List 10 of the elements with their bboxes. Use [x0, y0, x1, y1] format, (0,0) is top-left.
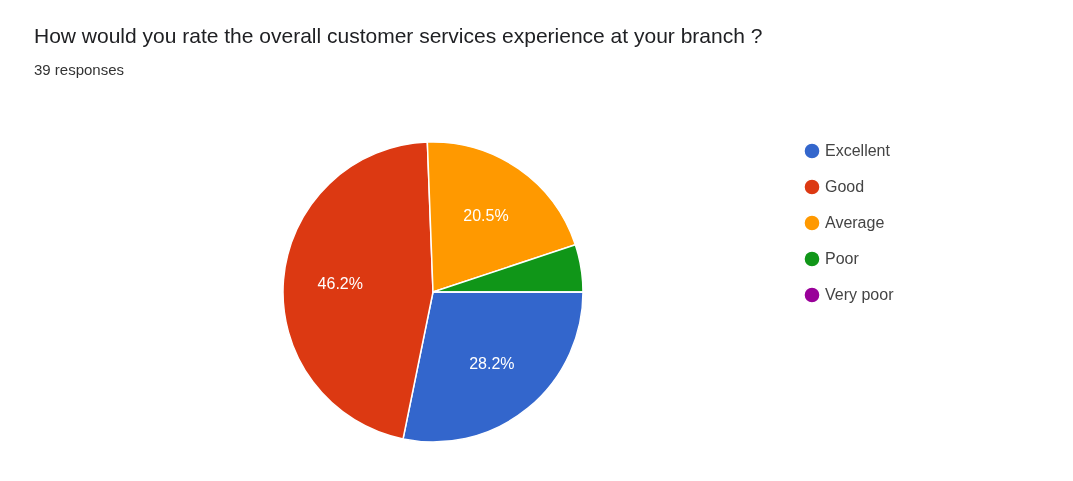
text: 39 responses	[34, 61, 125, 78]
data-label: 46.2%	[317, 275, 363, 293]
data-label: 28.2%	[469, 355, 515, 373]
data-label: 20.5%	[463, 206, 509, 224]
chart-title: How would you rate the overall customer services experience at your branch ?	[34, 24, 763, 47]
legend-label: Good	[825, 178, 865, 195]
legend-label: Average	[825, 214, 885, 231]
legend-label: Very poor	[825, 286, 895, 303]
legend-label: Poor	[825, 250, 860, 267]
legend-label: Excellent	[825, 142, 891, 159]
